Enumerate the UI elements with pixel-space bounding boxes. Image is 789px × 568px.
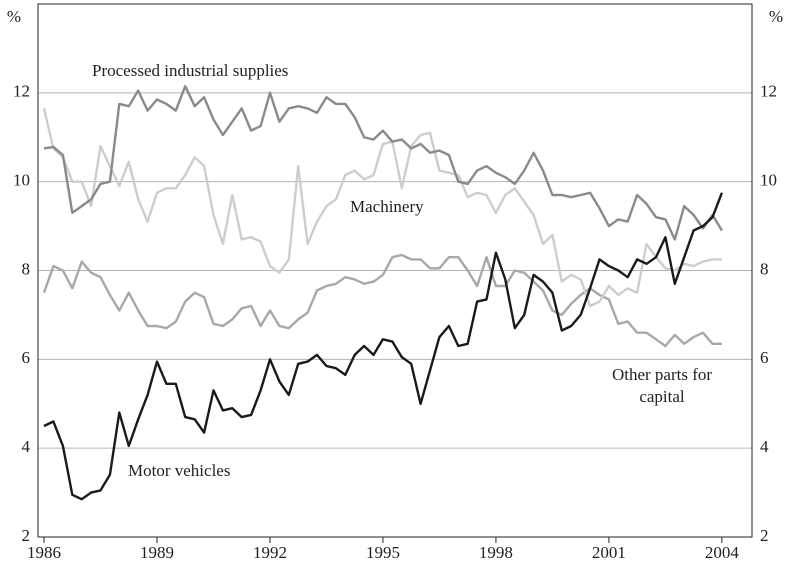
y-unit-right: % [769,7,783,26]
y-tick-label: 4 [22,437,31,456]
y2-tick-label: 4 [760,437,769,456]
series-line [42,108,722,308]
annotation: capital [639,387,685,406]
y2-tick-label: 2 [760,526,769,545]
annotation: Other parts for [612,365,712,384]
annotation: Processed industrial supplies [92,61,288,80]
annotation: Motor vehicles [128,461,230,480]
x-tick-label: 1995 [366,543,400,562]
series-line [42,253,722,348]
y2-tick-label: 12 [760,82,777,101]
x-tick-label: 1989 [140,543,174,562]
series-line [43,85,723,241]
plot-frame [37,3,753,538]
x-tick-label: 2001 [592,543,626,562]
x-tick-label: 1998 [479,543,513,562]
x-tick-label: 1992 [253,543,287,562]
x-tick-label: 2004 [705,543,740,562]
annotation: Machinery [350,197,424,216]
y2-tick-label: 6 [760,348,769,367]
y2-tick-label: 8 [760,259,769,278]
y-unit-left: % [7,7,21,26]
y-tick-label: 8 [22,259,31,278]
y-tick-label: 12 [13,82,30,101]
y-tick-label: 2 [22,526,31,545]
y2-tick-label: 10 [760,171,777,190]
y-tick-label: 6 [22,348,31,367]
y-tick-label: 10 [13,171,30,190]
series-line [43,192,724,501]
x-tick-label: 1986 [27,543,61,562]
